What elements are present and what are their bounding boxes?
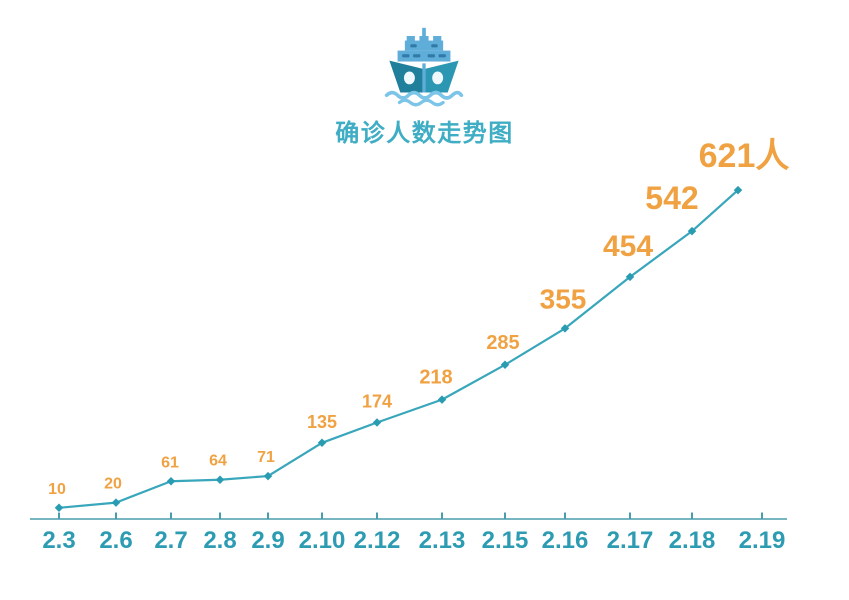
x-axis-label: 2.3 — [42, 527, 75, 554]
data-point-label: 621人 — [699, 137, 790, 175]
ship-porthole — [403, 71, 415, 85]
ship-bridge-deck — [404, 40, 444, 51]
data-point — [166, 477, 176, 486]
x-axis-label: 2.13 — [419, 527, 466, 554]
data-point — [54, 503, 64, 513]
cruise-ship-icon — [384, 27, 464, 107]
data-point-label: 64 — [209, 453, 227, 470]
ship-wave — [384, 90, 464, 100]
data-point — [625, 272, 635, 282]
data-point-label: 10 — [48, 481, 66, 498]
ship-keel — [422, 63, 426, 93]
ship-tooth — [419, 36, 429, 42]
ship-main-deck — [397, 50, 451, 62]
data-point-label: 20 — [104, 476, 122, 493]
data-point-label: 174 — [362, 392, 392, 412]
ship-window — [410, 44, 417, 48]
ship-porthole — [432, 71, 444, 85]
data-point — [372, 418, 382, 427]
data-point — [215, 475, 225, 484]
data-point-label: 61 — [161, 454, 179, 471]
x-axis-label: 2.19 — [739, 527, 786, 554]
ship-wave — [397, 98, 445, 107]
x-axis-label: 2.18 — [669, 527, 716, 554]
x-axis-label: 2.8 — [203, 527, 236, 554]
data-point-label: 285 — [486, 332, 519, 354]
data-point — [500, 360, 510, 370]
data-point — [560, 324, 570, 333]
data-point — [111, 498, 121, 507]
ship-window — [427, 54, 435, 58]
chart-title: 确诊人数走势图 — [335, 120, 514, 147]
x-axis-label: 2.9 — [251, 527, 284, 554]
ship-window — [402, 54, 410, 58]
data-point — [437, 395, 447, 404]
ship-mast — [422, 27, 426, 41]
ship-window — [413, 54, 421, 58]
x-axis-label: 2.12 — [354, 527, 401, 554]
ship-tooth — [406, 36, 415, 42]
x-axis-label: 2.10 — [299, 527, 346, 554]
x-axis-label: 2.7 — [154, 527, 187, 554]
data-point-label: 135 — [307, 412, 337, 432]
ship-window — [438, 54, 446, 58]
ship-tooth — [433, 36, 442, 42]
ship-window — [431, 44, 438, 48]
data-point-label: 218 — [419, 367, 452, 389]
data-point-label: 542 — [645, 180, 698, 216]
data-point-label: 454 — [603, 230, 653, 263]
data-point — [317, 438, 327, 448]
data-point-label: 355 — [540, 283, 587, 314]
x-axis-label: 2.17 — [607, 527, 654, 554]
x-axis-label: 2.16 — [542, 527, 589, 554]
x-axis-label: 2.6 — [99, 527, 132, 554]
data-point-label: 71 — [257, 449, 275, 466]
data-point — [263, 471, 273, 481]
x-axis-label: 2.15 — [482, 527, 529, 554]
